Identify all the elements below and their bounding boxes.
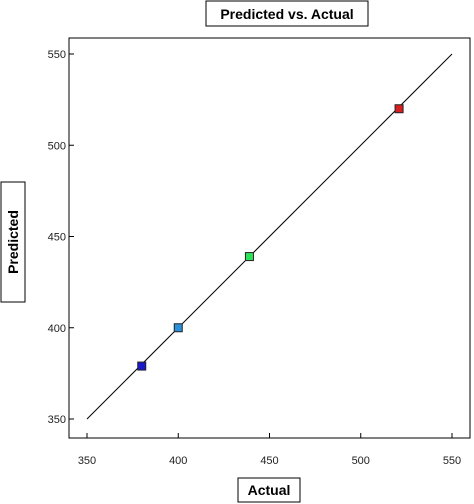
y-tick-label: 400 xyxy=(48,323,66,335)
x-tick-label: 500 xyxy=(352,455,370,467)
y-tick-label: 350 xyxy=(48,414,66,426)
y-axis-title: Predicted xyxy=(0,181,26,303)
x-axis-title: Actual xyxy=(237,477,301,503)
x-tick-label: 450 xyxy=(260,455,278,467)
y-tick-label: 450 xyxy=(48,232,66,244)
axes-ticks: 350 400 450 500 550 350 400 450 500 550 xyxy=(48,49,462,467)
reference-line xyxy=(86,53,453,420)
chart-title-text: Predicted vs. Actual xyxy=(220,6,353,22)
data-points xyxy=(137,104,404,371)
data-point xyxy=(137,361,147,371)
x-axis-title-text: Actual xyxy=(248,482,291,498)
chart-title: Predicted vs. Actual xyxy=(205,0,369,27)
x-tick-label: 350 xyxy=(78,455,96,467)
reference-line-layer xyxy=(86,53,453,420)
data-point xyxy=(244,252,254,262)
data-point xyxy=(173,323,183,333)
plot-frame xyxy=(68,37,471,439)
y-tick-label: 550 xyxy=(48,49,66,61)
data-point xyxy=(394,104,404,114)
x-tick-label: 400 xyxy=(169,455,187,467)
y-axis-title-text: Predicted xyxy=(5,210,21,274)
x-tick-label: 550 xyxy=(443,455,461,467)
y-tick-label: 500 xyxy=(48,140,66,152)
